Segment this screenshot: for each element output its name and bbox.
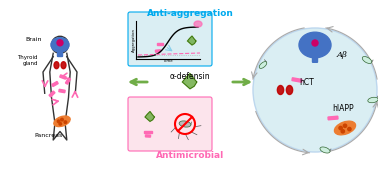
Circle shape — [64, 121, 67, 124]
Ellipse shape — [259, 62, 267, 68]
Text: hCT: hCT — [300, 78, 314, 86]
Bar — [65, 78, 71, 84]
FancyBboxPatch shape — [313, 56, 318, 62]
Ellipse shape — [54, 116, 70, 127]
Text: Brain: Brain — [25, 37, 42, 42]
Circle shape — [61, 118, 63, 121]
Ellipse shape — [61, 62, 66, 69]
Circle shape — [312, 40, 318, 46]
Circle shape — [57, 40, 63, 46]
Circle shape — [341, 130, 344, 133]
Ellipse shape — [179, 121, 191, 127]
FancyBboxPatch shape — [128, 97, 212, 151]
Ellipse shape — [299, 32, 331, 58]
Text: hIAPP: hIAPP — [332, 103, 354, 112]
Polygon shape — [145, 112, 154, 121]
Bar — [52, 81, 58, 86]
Ellipse shape — [277, 86, 284, 95]
Ellipse shape — [194, 21, 202, 27]
Circle shape — [253, 28, 377, 152]
Bar — [59, 89, 65, 93]
Ellipse shape — [320, 147, 330, 153]
Circle shape — [339, 126, 342, 130]
Text: Time: Time — [163, 59, 173, 63]
Ellipse shape — [362, 57, 372, 64]
Ellipse shape — [54, 62, 59, 69]
Text: α-defensin: α-defensin — [170, 72, 210, 81]
Bar — [60, 75, 66, 79]
Circle shape — [57, 120, 60, 123]
FancyBboxPatch shape — [128, 12, 212, 66]
Ellipse shape — [287, 86, 293, 95]
Bar — [146, 135, 150, 137]
Text: Thyroid
gland: Thyroid gland — [17, 55, 38, 66]
Ellipse shape — [51, 38, 69, 52]
Ellipse shape — [335, 121, 356, 135]
Bar — [292, 78, 302, 82]
Circle shape — [59, 123, 62, 125]
Text: Aβ: Aβ — [337, 51, 348, 59]
Polygon shape — [187, 36, 196, 45]
Bar — [328, 116, 338, 120]
Text: Aggregation: Aggregation — [132, 28, 136, 52]
Text: Antimicrobial: Antimicrobial — [156, 151, 224, 160]
Bar — [49, 91, 55, 97]
Text: Anti-aggregation: Anti-aggregation — [147, 9, 234, 18]
Text: Pancreas: Pancreas — [34, 133, 62, 138]
FancyBboxPatch shape — [57, 50, 62, 57]
Bar — [155, 50, 161, 52]
Circle shape — [343, 124, 347, 127]
Ellipse shape — [368, 97, 378, 103]
Circle shape — [348, 127, 351, 131]
Polygon shape — [182, 74, 197, 89]
Bar — [157, 43, 163, 45]
Bar — [144, 131, 152, 133]
